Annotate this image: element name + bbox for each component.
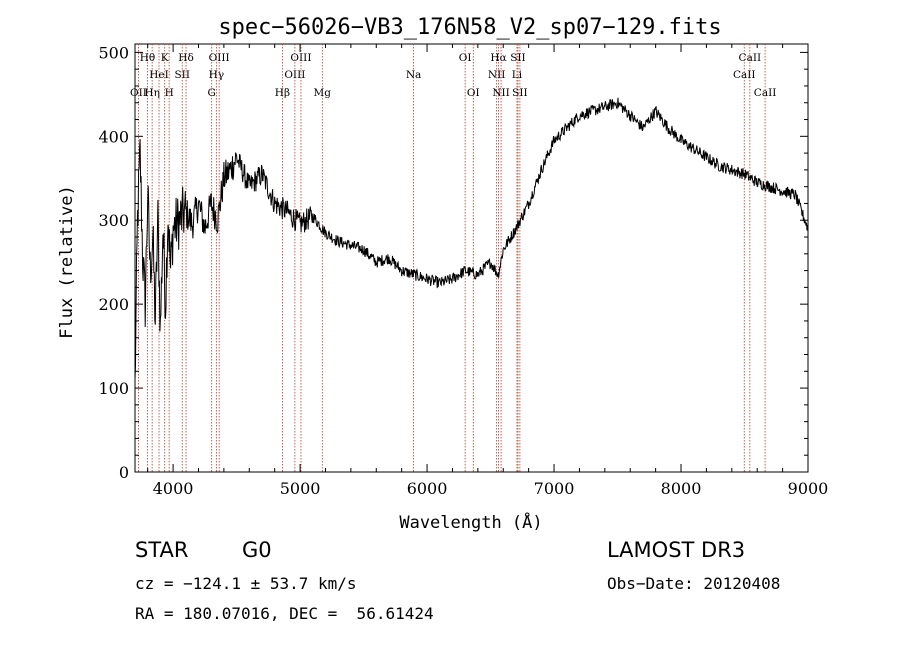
redshift-value: cz = −124.1 ± 53.7 km/s xyxy=(135,574,357,593)
emission-line-label: SII xyxy=(174,69,190,81)
emission-line-label: NII xyxy=(488,69,505,81)
plot-frame xyxy=(134,43,809,473)
emission-line-label: OIII xyxy=(290,52,311,64)
emission-line-label: OI xyxy=(467,87,480,99)
coordinates: RA = 180.07016, DEC = 56.61424 xyxy=(135,604,434,623)
object-subclass: G0 xyxy=(242,538,272,562)
y-tick-label: 400 xyxy=(98,127,129,146)
x-axis-label: Wavelength (Å) xyxy=(399,511,542,533)
emission-line-label: K xyxy=(161,52,169,64)
emission-line-label: HeI xyxy=(149,69,169,81)
y-tick-label: 300 xyxy=(98,211,129,230)
emission-line-label: H xyxy=(165,87,174,99)
emission-line-label: G xyxy=(208,87,216,99)
obs-date: Obs−Date: 20120408 xyxy=(607,574,781,593)
emission-line-label: OIII xyxy=(284,69,305,81)
emission-line-label: OII xyxy=(130,87,147,99)
x-tick-label: 9000 xyxy=(788,479,829,498)
x-tick-label: 4000 xyxy=(153,479,194,498)
emission-line-label: Hδ xyxy=(178,52,193,64)
emission-line-label: SII xyxy=(510,52,526,64)
emission-line-markers xyxy=(138,44,766,472)
x-tick-label: 5000 xyxy=(280,479,321,498)
emission-line-label: Hη xyxy=(144,87,159,99)
spectrum-series-line xyxy=(134,97,809,380)
emission-line-label: NII xyxy=(492,87,509,99)
x-tick-label: 8000 xyxy=(661,479,702,498)
emission-line-labels: OIIHθHηHeIKHSIIHδGHγOIIIHβOIIIOIIIMgNaOI… xyxy=(130,52,776,99)
emission-line-label: Li xyxy=(512,69,523,81)
emission-line-label: CaII xyxy=(754,87,777,99)
y-axis-label: Flux (relative) xyxy=(57,185,77,339)
survey-name: LAMOST DR3 xyxy=(607,538,746,562)
emission-line-label: Hβ xyxy=(275,87,290,99)
emission-line-label: CaII xyxy=(733,69,756,81)
emission-line-label: Na xyxy=(406,69,421,81)
y-tick-label: 500 xyxy=(98,43,129,62)
x-tick-label: 6000 xyxy=(407,479,448,498)
chart-title: spec−56026−VB3_176N58_V2_sp07−129.fits xyxy=(218,15,721,40)
x-axis-ticks: 4000 5000 6000 7000 8000 9000 xyxy=(147,44,829,498)
y-tick-label: 100 xyxy=(98,379,129,398)
emission-line-label: Mg xyxy=(314,87,332,99)
y-tick-label: 200 xyxy=(98,295,129,314)
x-tick-label: 7000 xyxy=(534,479,575,498)
y-axis-ticks: 0 100 200 300 400 500 xyxy=(98,43,808,482)
emission-line-label: SII xyxy=(512,87,528,99)
emission-line-label: Hα xyxy=(490,52,506,64)
emission-line-label: Hγ xyxy=(209,69,224,81)
emission-line-label: CaII xyxy=(739,52,762,64)
object-class: STAR xyxy=(135,538,189,562)
emission-line-label: OI xyxy=(459,52,472,64)
y-tick-label: 0 xyxy=(119,463,129,482)
emission-line-label: OIII xyxy=(209,52,230,64)
emission-line-label: Hθ xyxy=(140,52,155,64)
